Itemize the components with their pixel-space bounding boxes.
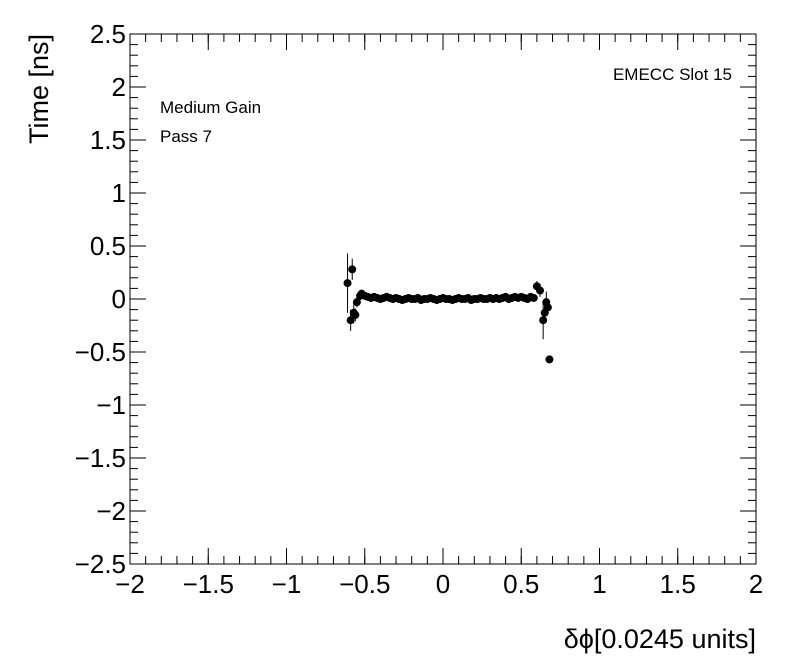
x-tick-label: 1.5: [660, 569, 696, 599]
point: [343, 279, 352, 288]
y-tick-label: −0.5: [75, 337, 126, 367]
point: [545, 355, 554, 364]
point: [536, 286, 545, 295]
y-tick-label: 1: [112, 178, 126, 208]
x-tick-label: −0.5: [339, 569, 390, 599]
x-tick-label: 0.5: [503, 569, 539, 599]
y-axis-title: Time [ns]: [24, 34, 54, 144]
point: [348, 265, 357, 274]
y-tick-label: −2.5: [75, 549, 126, 579]
x-tick-label: 0: [436, 569, 450, 599]
x-tick-label: 2: [749, 569, 763, 599]
point: [346, 316, 355, 325]
x-tick-label: −1.5: [183, 569, 234, 599]
point: [351, 310, 360, 319]
point: [543, 303, 552, 312]
y-tick-label: −1.5: [75, 443, 126, 473]
y-tick-label: 1.5: [90, 125, 126, 155]
point: [352, 298, 361, 307]
x-tick-label: 1: [592, 569, 606, 599]
y-tick-label: 0: [112, 284, 126, 314]
y-tick-label: −2: [96, 496, 126, 526]
y-tick-label: −1: [96, 390, 126, 420]
point: [529, 293, 538, 302]
point: [539, 316, 548, 325]
x-tick-label: −1: [272, 569, 302, 599]
annotation: EMECC Slot 15: [613, 65, 732, 84]
annotation: Medium Gain: [160, 98, 261, 117]
y-tick-label: 2.5: [90, 19, 126, 49]
annotation: Pass 7: [160, 127, 212, 146]
y-tick-label: 0.5: [90, 231, 126, 261]
x-tick-label: −2: [115, 569, 145, 599]
y-tick-label: 2: [112, 72, 126, 102]
x-axis-title: δϕ[0.0245 units]: [564, 624, 756, 654]
